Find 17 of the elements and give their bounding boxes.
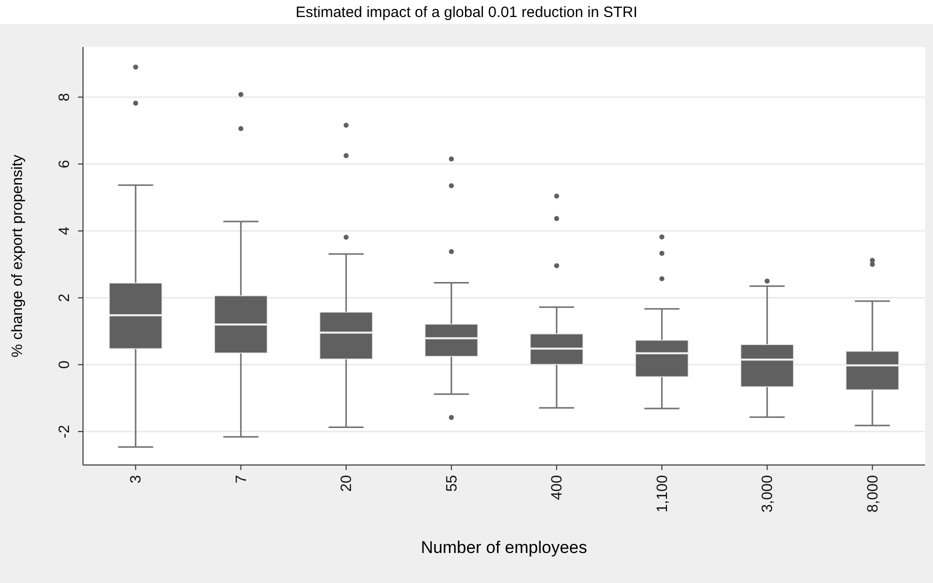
y-tick-label: -2 — [56, 424, 73, 438]
chart-title: Estimated impact of a global 0.01 reduction in STRI — [296, 4, 638, 21]
y-tick-label: 4 — [56, 226, 73, 236]
x-tick-label: 1,100 — [654, 475, 671, 513]
x-tick-label: 20 — [338, 475, 356, 492]
y-tick-label: 8 — [56, 92, 73, 102]
x-tick-label: 400 — [548, 475, 566, 500]
y-axis-title: % change of export propensity — [9, 154, 26, 358]
y-tick-label: 2 — [56, 294, 73, 302]
x-tick-label: 55 — [443, 475, 460, 492]
y-tick-label: 0 — [56, 360, 73, 369]
x-tick-label: 3,000 — [759, 475, 776, 513]
x-tick-label: 3 — [128, 475, 145, 484]
y-tick-label: 6 — [56, 160, 73, 168]
x-tick-label: 8,000 — [864, 475, 882, 513]
x-tick-label: 7 — [232, 475, 250, 484]
x-axis-title: Number of employees — [420, 538, 588, 557]
